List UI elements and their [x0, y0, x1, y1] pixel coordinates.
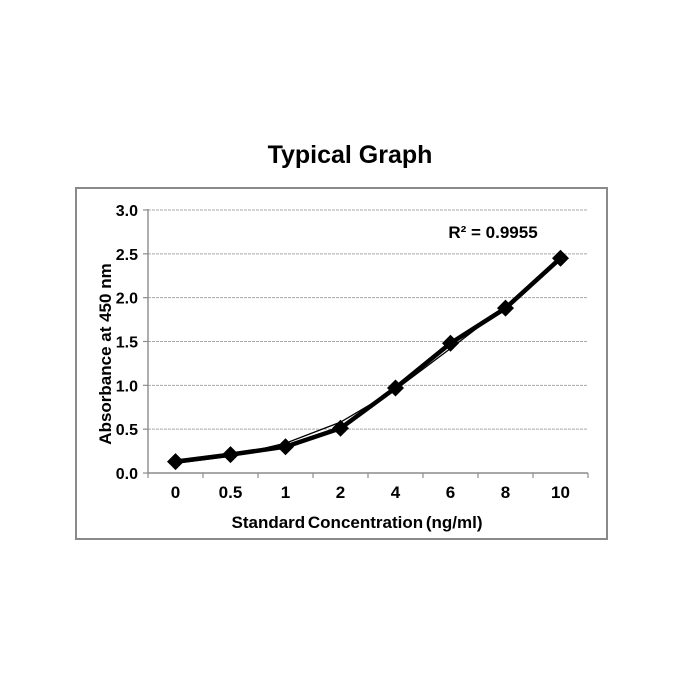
- y-tick-label: 2.5: [116, 247, 138, 264]
- x-tick-label: 10: [551, 483, 570, 502]
- y-tick-label: 3.0: [116, 203, 138, 220]
- r-squared-annotation: R² = 0.9955: [448, 223, 538, 242]
- x-tick-label: 6: [446, 483, 455, 502]
- y-tick-label: 0.0: [116, 466, 138, 483]
- y-tick-label: 1.5: [116, 335, 138, 352]
- data-point-marker: [442, 334, 459, 352]
- y-axis-title: Absorbance at 450 nm: [96, 263, 115, 445]
- chart-title: Typical Graph: [267, 141, 433, 169]
- y-tick-label: 0.5: [116, 422, 138, 439]
- x-axis-title: Standard Concentration (ng/ml): [231, 513, 483, 532]
- data-point-marker: [167, 453, 184, 471]
- y-tick-label: 2.0: [116, 291, 138, 308]
- plot-canvas: 0.0 0.5 1.0 1.5 2.0 2.5 3.0 0 0.5 1 2 4 6 8 10: [116, 203, 589, 502]
- chart-plot-box: 0.0 0.5 1.0 1.5 2.0 2.5 3.0 0 0.5 1 2 4 6 8 10: [75, 187, 608, 540]
- x-tick-label: 0: [171, 483, 180, 502]
- data-point-marker: [332, 419, 349, 437]
- data-point-marker: [277, 438, 294, 456]
- data-point-marker: [387, 379, 404, 397]
- x-tick-label: 2: [336, 483, 345, 502]
- x-tick-label: 0.5: [219, 483, 243, 502]
- x-tick-label: 8: [501, 483, 510, 502]
- y-tick-label: 1.0: [116, 378, 138, 395]
- data-point-marker: [552, 249, 569, 267]
- x-tick-label: 4: [391, 483, 401, 502]
- data-point-marker: [497, 299, 514, 317]
- trend-line: [175, 255, 561, 465]
- series-line: [173, 255, 563, 464]
- data-point-marker: [222, 446, 239, 464]
- x-tick-label: 1: [281, 483, 290, 502]
